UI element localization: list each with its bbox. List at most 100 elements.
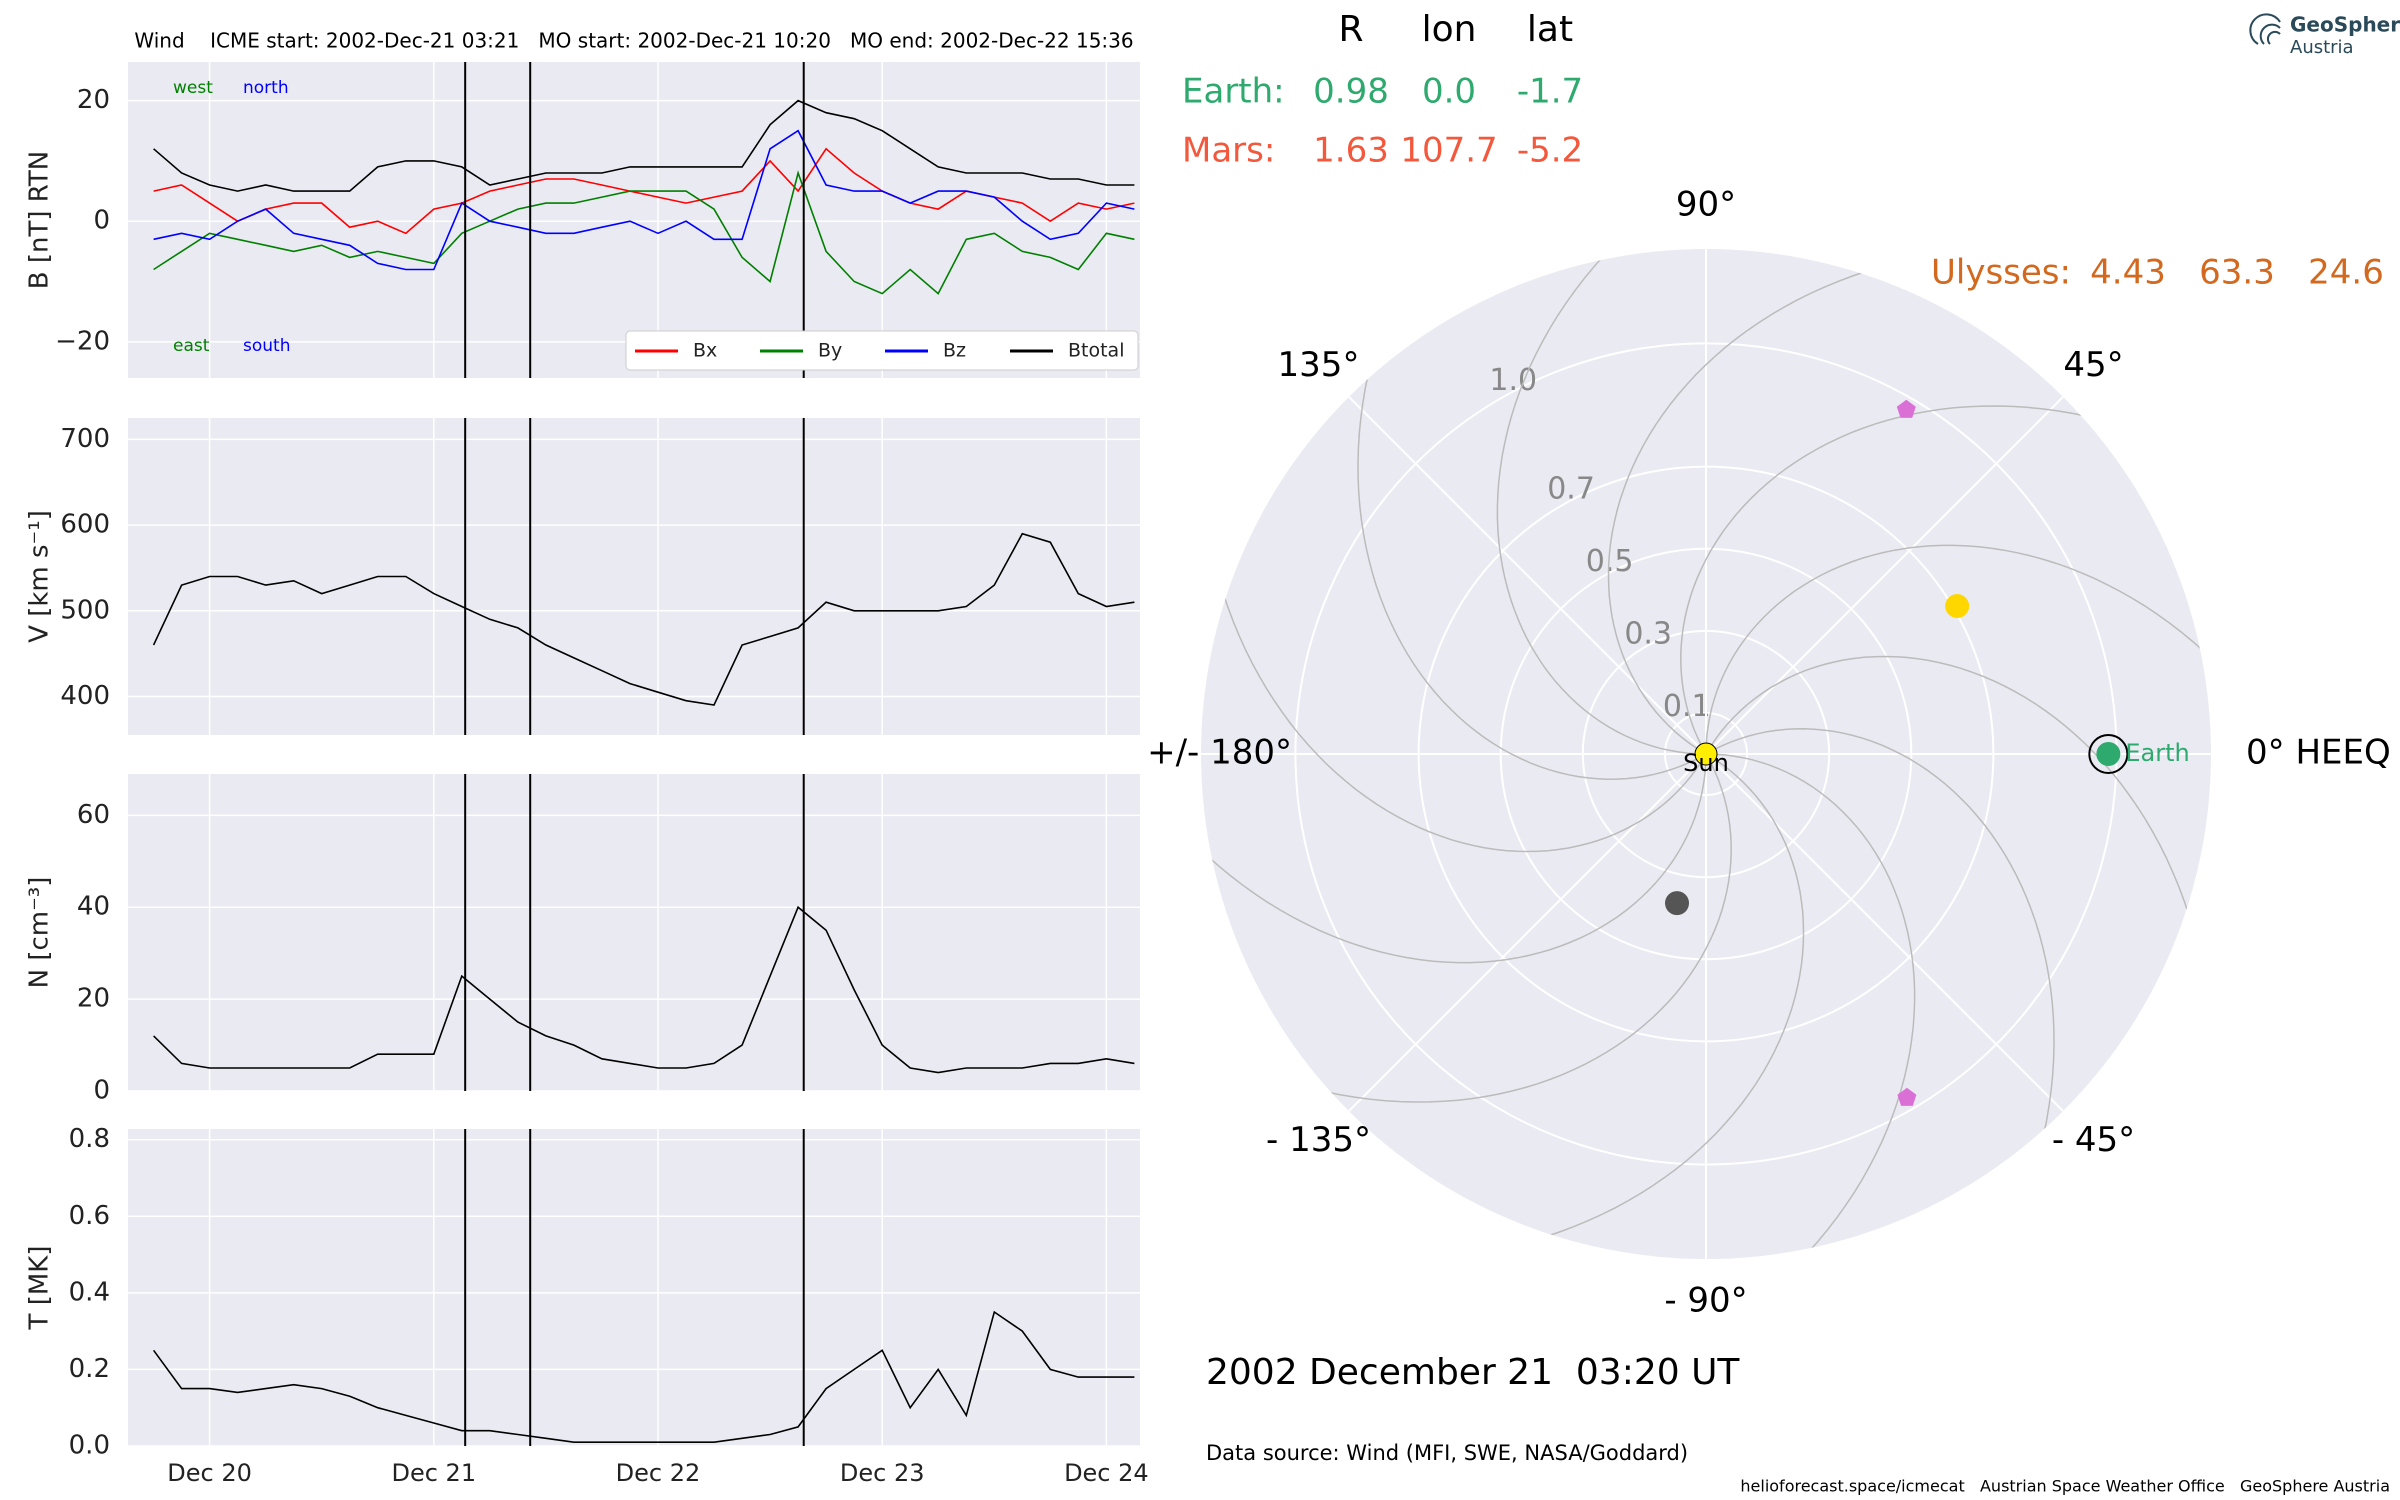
table-header: lon xyxy=(1422,9,1477,50)
table-cell: 4.43 xyxy=(2090,253,2166,293)
spiral-line xyxy=(1201,753,1707,964)
y-axis-label: V [km s⁻¹] xyxy=(25,510,55,643)
table-cell: 0.0 xyxy=(1422,72,1476,112)
table-header: R xyxy=(1338,9,1363,50)
panel-title: Wind ICME start: 2002-Dec-21 03:21 MO st… xyxy=(134,29,1133,53)
series-line xyxy=(153,129,1135,271)
y-tick-label: −20 xyxy=(55,326,110,356)
r-tick-label: 0.7 xyxy=(1547,472,1595,507)
series-line xyxy=(153,170,1135,295)
spiral-line xyxy=(1607,252,1947,755)
body-marker xyxy=(1694,742,1718,766)
spiral-line xyxy=(1247,753,1732,1103)
spiral-line xyxy=(1705,544,2211,755)
body-marker xyxy=(1665,891,1690,916)
plot-area xyxy=(128,1129,1140,1446)
x-tick-label: Dec 24 xyxy=(1064,1459,1149,1487)
theta-tick-label: +/- 180° xyxy=(1147,733,1292,773)
plot-area xyxy=(128,418,1140,735)
x-tick-label: Dec 23 xyxy=(840,1459,925,1487)
theta-tick-label: 135° xyxy=(1278,345,1360,385)
table-cell: 63.3 xyxy=(2199,253,2275,293)
y-tick-label: 0 xyxy=(93,1076,110,1106)
legend-label: By xyxy=(818,340,842,362)
body-ring xyxy=(2088,734,2129,774)
date-text: 2002 December 21 03:20 UT xyxy=(1206,1352,1740,1393)
table-cell: -5.2 xyxy=(1517,131,1583,171)
logo-icon xyxy=(2249,13,2281,45)
y-tick-label: 20 xyxy=(77,984,110,1014)
theta-tick-label: 45° xyxy=(2063,345,2123,385)
annotation: east xyxy=(173,336,210,356)
spiral-line xyxy=(1680,405,2165,755)
spiral-line xyxy=(1357,295,1707,780)
y-tick-label: 0 xyxy=(93,206,110,236)
series-line xyxy=(153,905,1135,1074)
y-tick-label: 500 xyxy=(60,595,110,625)
spiral-line xyxy=(1465,753,1805,1256)
legend-label: Bz xyxy=(943,340,966,362)
spiral-line xyxy=(1204,513,1707,853)
theta-tick-label: - 45° xyxy=(2052,1120,2135,1160)
table-cell: 24.6 xyxy=(2308,253,2384,293)
source-text: Data source: Wind (MFI, SWE, NASA/Goddar… xyxy=(1206,1441,1688,1465)
table-header: lat xyxy=(1527,9,1573,50)
table-cell: 107.7 xyxy=(1400,131,1497,171)
y-tick-label: 20 xyxy=(77,85,110,115)
logo-text: Austria xyxy=(2290,37,2354,58)
body-marker xyxy=(2096,742,2121,766)
spiral-line xyxy=(1496,249,1707,755)
plot-area xyxy=(128,62,1140,378)
annotation: west xyxy=(173,78,213,98)
x-tick-label: Dec 21 xyxy=(391,1459,476,1487)
y-tick-label: 0.2 xyxy=(69,1354,110,1384)
theta-tick-label: 0° HEEQ xyxy=(2246,733,2391,773)
theta-tick-label: - 90° xyxy=(1664,1281,1747,1321)
r-tick-label: 0.3 xyxy=(1624,617,1672,652)
spiral-line xyxy=(1705,753,1916,1259)
theta-grid-line xyxy=(1705,396,2064,755)
series-line xyxy=(152,532,1135,706)
y-axis-label: B [nT] RTN xyxy=(25,151,55,290)
spiral-line xyxy=(1705,728,2055,1213)
table-row-name: Earth: xyxy=(1182,72,1285,112)
series-line xyxy=(153,99,1135,192)
logo-text: GeoSphere xyxy=(2290,13,2400,37)
x-tick-label: Dec 22 xyxy=(616,1459,701,1487)
footer-text: helioforecast.space/icmecat Austrian Spa… xyxy=(1740,1477,2390,1496)
legend-box xyxy=(625,330,1139,371)
body-marker xyxy=(1896,399,1916,418)
table-row-name: Ulysses: xyxy=(1931,253,2071,293)
theta-tick-label: 90° xyxy=(1676,185,1736,225)
y-tick-label: 0.4 xyxy=(69,1277,110,1307)
series-line xyxy=(152,1310,1135,1443)
spiral-line xyxy=(1705,655,2208,995)
y-tick-label: 600 xyxy=(60,510,110,540)
legend-label: Btotal xyxy=(1068,340,1124,362)
table-cell: 1.63 xyxy=(1313,131,1389,171)
y-tick-label: 60 xyxy=(77,800,110,830)
table-row-name: Mars: xyxy=(1182,131,1275,171)
y-tick-label: 700 xyxy=(60,424,110,454)
y-tick-label: 0.0 xyxy=(69,1431,110,1461)
theta-grid-line xyxy=(1348,396,1707,755)
y-axis-label: T [MK] xyxy=(25,1246,55,1331)
body-marker xyxy=(1945,594,1970,619)
plot-area xyxy=(128,774,1140,1091)
theta-tick-label: - 135° xyxy=(1266,1120,1371,1160)
y-tick-label: 0.8 xyxy=(69,1124,110,1154)
y-tick-label: 400 xyxy=(60,681,110,711)
theta-grid-line xyxy=(1348,753,1707,1112)
y-tick-label: 40 xyxy=(77,892,110,922)
annotation: south xyxy=(243,336,290,356)
table-cell: 0.98 xyxy=(1313,72,1389,112)
y-axis-label: N [cm⁻³] xyxy=(25,877,55,989)
y-tick-label: 0.6 xyxy=(69,1201,110,1231)
body-label: Sun xyxy=(1683,749,1729,777)
theta-grid-line xyxy=(1705,753,2064,1112)
body-marker xyxy=(1897,1087,1917,1106)
legend-label: Bx xyxy=(693,340,717,362)
body-label: Earth xyxy=(2125,739,2189,767)
